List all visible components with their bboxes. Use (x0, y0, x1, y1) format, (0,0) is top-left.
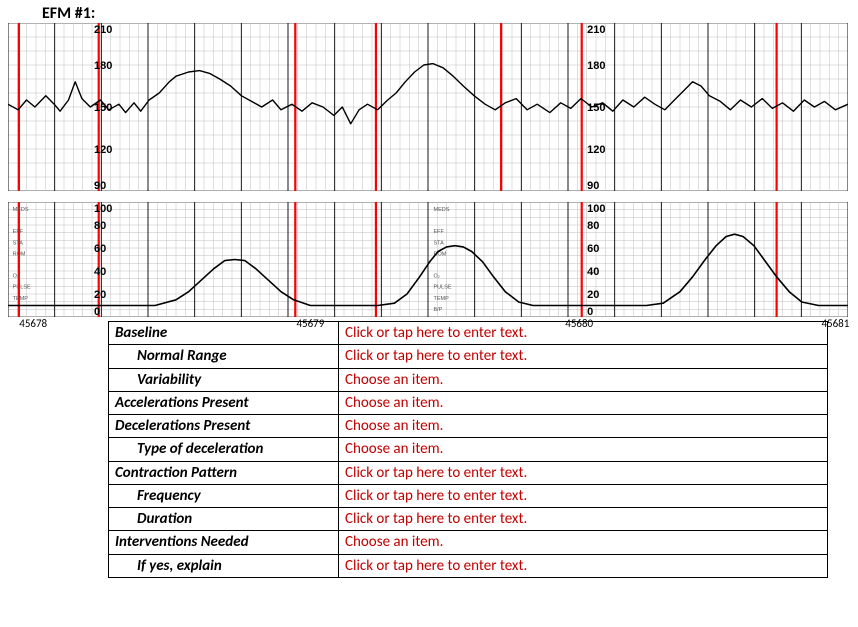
assessment-form-table: BaselineClick or tap here to enter text.… (108, 321, 828, 578)
svg-text:40: 40 (587, 266, 599, 278)
svg-text:TEMP: TEMP (13, 296, 29, 302)
form-row: Decelerations PresentChoose an item. (109, 415, 828, 438)
svg-text:O₂: O₂ (13, 274, 19, 280)
svg-text:TEMP: TEMP (434, 296, 450, 302)
svg-text:EFF: EFF (434, 229, 445, 235)
efm-strip-container: 9012015018021090120150180210 02040608010… (8, 23, 856, 317)
form-label: If yes, explain (109, 554, 339, 577)
form-select-placeholder[interactable]: Choose an item. (339, 368, 828, 391)
form-row: VariabilityChoose an item. (109, 368, 828, 391)
form-label: Interventions Needed (109, 531, 339, 554)
svg-text:150: 150 (587, 102, 605, 114)
svg-text:20: 20 (94, 289, 106, 301)
form-text-placeholder[interactable]: Click or tap here to enter text. (339, 554, 828, 577)
form-row: Interventions NeededChoose an item. (109, 531, 828, 554)
form-label: Variability (109, 368, 339, 391)
svg-text:40: 40 (94, 266, 106, 278)
chart-title: EFM #1: (0, 0, 858, 23)
time-label: 45681 (821, 317, 849, 330)
svg-text:210: 210 (94, 24, 112, 36)
form-select-placeholder[interactable]: Choose an item. (339, 531, 828, 554)
form-label: Accelerations Present (109, 391, 339, 414)
svg-text:EFF: EFF (13, 229, 24, 235)
svg-text:80: 80 (587, 220, 599, 232)
svg-text:210: 210 (587, 24, 605, 36)
form-label: Frequency (109, 484, 339, 507)
form-select-placeholder[interactable]: Choose an item. (339, 415, 828, 438)
svg-text:0: 0 (587, 306, 593, 317)
svg-text:B/P: B/P (434, 307, 443, 313)
svg-text:60: 60 (587, 243, 599, 255)
svg-text:STA: STA (434, 240, 445, 246)
svg-text:120: 120 (94, 144, 112, 156)
time-label: 45679 (296, 317, 324, 330)
svg-text:80: 80 (94, 220, 106, 232)
svg-text:PULSE: PULSE (13, 285, 31, 291)
form-row: BaselineClick or tap here to enter text. (109, 322, 828, 345)
svg-text:STA: STA (13, 240, 24, 246)
svg-text:100: 100 (587, 203, 605, 215)
svg-text:0: 0 (94, 306, 100, 317)
svg-text:20: 20 (587, 289, 599, 301)
svg-text:90: 90 (94, 180, 106, 191)
form-select-placeholder[interactable]: Choose an item. (339, 438, 828, 461)
form-row: Normal RangeClick or tap here to enter t… (109, 345, 828, 368)
form-row: Type of decelerationChoose an item. (109, 438, 828, 461)
svg-text:180: 180 (94, 60, 112, 72)
svg-text:120: 120 (587, 144, 605, 156)
form-row: Accelerations PresentChoose an item. (109, 391, 828, 414)
form-text-placeholder[interactable]: Click or tap here to enter text. (339, 345, 828, 368)
svg-text:90: 90 (587, 180, 599, 191)
svg-text:60: 60 (94, 243, 106, 255)
form-label: Decelerations Present (109, 415, 339, 438)
fhr-chart: 9012015018021090120150180210 (8, 23, 848, 191)
time-label: 45678 (19, 317, 47, 330)
form-row: DurationClick or tap here to enter text. (109, 508, 828, 531)
svg-text:O₂: O₂ (434, 274, 440, 280)
svg-text:100: 100 (94, 203, 112, 215)
form-row: Contraction PatternClick or tap here to … (109, 461, 828, 484)
form-label: Duration (109, 508, 339, 531)
form-row: FrequencyClick or tap here to enter text… (109, 484, 828, 507)
form-select-placeholder[interactable]: Choose an item. (339, 391, 828, 414)
form-label: Type of deceleration (109, 438, 339, 461)
form-label: Normal Range (109, 345, 339, 368)
time-label: 45680 (565, 317, 593, 330)
form-text-placeholder[interactable]: Click or tap here to enter text. (339, 484, 828, 507)
form-label: Contraction Pattern (109, 461, 339, 484)
form-row: If yes, explainClick or tap here to ente… (109, 554, 828, 577)
toco-chart: 0 20 40 60 80 100 0 20 40 60 80 100 MEDS EFF STA ROM O₂ P… (8, 202, 848, 317)
form-text-placeholder[interactable]: Click or tap here to enter text. (339, 508, 828, 531)
svg-text:PULSE: PULSE (434, 285, 452, 291)
svg-text:180: 180 (587, 60, 605, 72)
svg-text:MEDS: MEDS (13, 207, 29, 213)
form-text-placeholder[interactable]: Click or tap here to enter text. (339, 461, 828, 484)
svg-text:ROM: ROM (13, 251, 26, 257)
svg-text:MEDS: MEDS (434, 207, 450, 213)
